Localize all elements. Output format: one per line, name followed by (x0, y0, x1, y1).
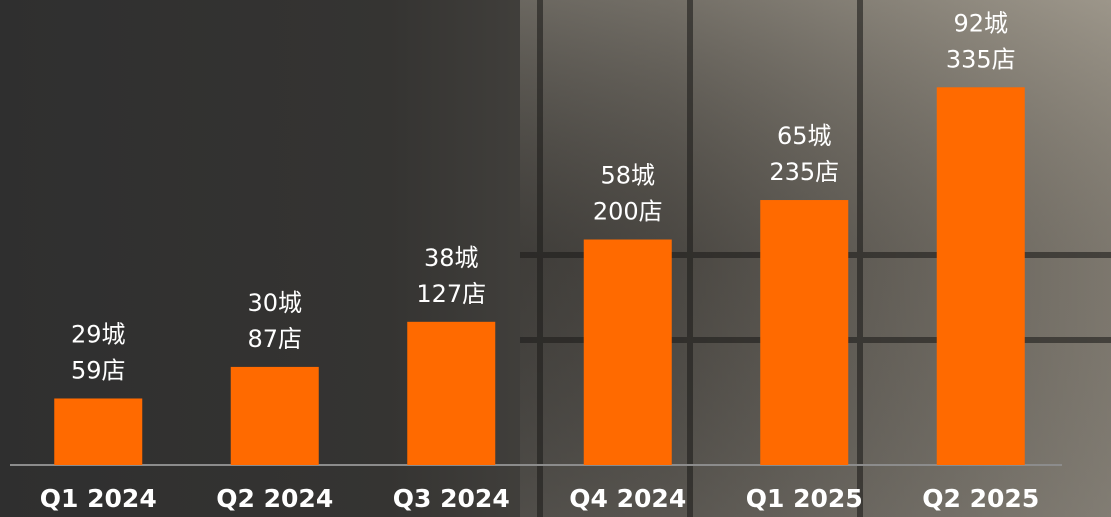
x-tick-label: Q1 2024 (40, 484, 157, 513)
store-label: 235店 (769, 158, 839, 186)
bar (936, 87, 1025, 465)
bar (230, 366, 319, 465)
x-tick-label: Q3 2024 (393, 484, 510, 513)
bar (54, 398, 143, 465)
city-label: 58城 (600, 162, 655, 190)
bar (407, 321, 496, 465)
x-tick-label: Q2 2024 (216, 484, 333, 513)
store-label: 59店 (71, 356, 126, 384)
store-label: 200店 (593, 198, 663, 226)
store-label: 87店 (247, 325, 302, 353)
x-tick-label: Q2 2025 (922, 484, 1039, 513)
bar (583, 239, 672, 465)
store-label: 127店 (416, 280, 486, 308)
city-label: 30城 (247, 289, 302, 317)
city-label: 29城 (71, 320, 126, 348)
x-tick-label: Q4 2024 (569, 484, 686, 513)
city-label: 38城 (424, 244, 479, 272)
x-tick-label: Q1 2025 (746, 484, 863, 513)
store-label: 335店 (946, 45, 1016, 73)
city-label: 65城 (777, 122, 832, 150)
bar (760, 200, 849, 465)
city-label: 92城 (953, 9, 1008, 37)
